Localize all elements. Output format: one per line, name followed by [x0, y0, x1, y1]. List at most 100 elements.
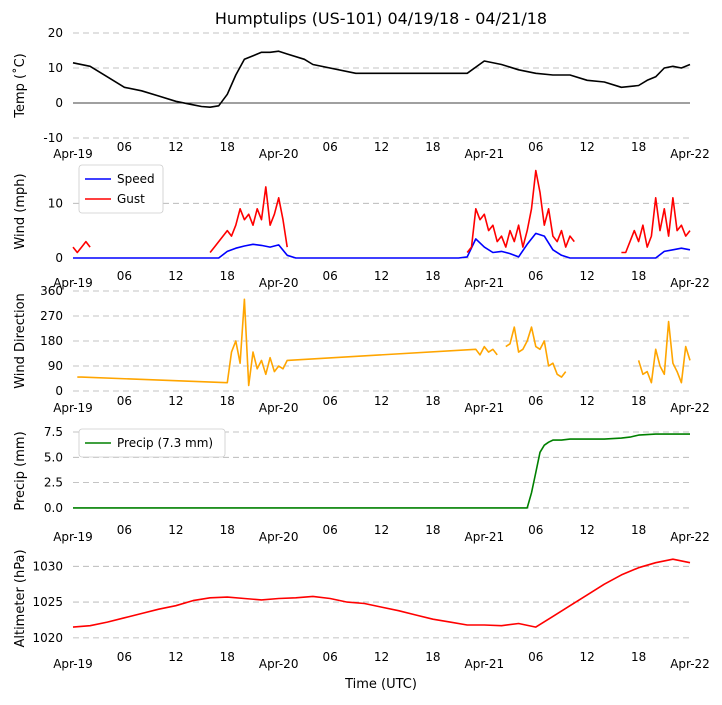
y-tick-label: 0: [55, 251, 63, 265]
x-tick-label: 12: [168, 394, 183, 408]
x-tick-label: 18: [631, 523, 646, 537]
series-line: [466, 169, 575, 253]
x-axis-label: Time (UTC): [344, 677, 417, 692]
series-line: [72, 50, 691, 108]
chart-title: Humptulips (US-101) 04/19/18 - 04/21/18: [215, 9, 547, 28]
y-tick-label: 10: [48, 196, 63, 210]
panel-altimeter: 1020 1025 1030 Altimeter (hPa) Apr-19 06 12 18 A…: [13, 549, 710, 671]
y-tick-label: 10: [48, 61, 63, 75]
y-tick-label: 180: [40, 334, 63, 348]
legend-box: [78, 164, 164, 214]
x-tick-label: 18: [631, 269, 646, 283]
panel-wind: 0 10 Wind (mph) Apr-19 06 12 18 Apr-20 06 12 18 Apr…: [13, 164, 710, 290]
x-tick-label: 06: [528, 394, 543, 408]
panel-precip: 0.0 2.5 5.0 7.5 Precip (mm) Apr-19 06 12 18 Apr-2…: [13, 425, 710, 544]
x-tick-label: Apr-19: [53, 147, 93, 161]
y-tick-label: 5.0: [44, 450, 63, 464]
legend-box: [78, 428, 226, 458]
x-tick-label: Apr-22: [670, 401, 710, 415]
x-tick-label: Apr-22: [670, 530, 710, 544]
y-tick-label: -10: [43, 131, 63, 145]
x-tick-label: 06: [528, 140, 543, 154]
x-tick-label: 06: [117, 394, 132, 408]
x-tick-label: 18: [425, 523, 440, 537]
series-line: [72, 558, 691, 628]
series-line: [73, 433, 690, 509]
x-tick-label: Apr-20: [259, 530, 299, 544]
x-tick-label: 06: [528, 269, 543, 283]
x-tick-label: 06: [322, 269, 337, 283]
y-tick-label: 1020: [32, 631, 63, 645]
x-tick-label: Apr-19: [53, 657, 93, 671]
y-tick-label: 0: [55, 96, 63, 110]
x-tick-label: 06: [322, 140, 337, 154]
x-tick-label: 06: [528, 523, 543, 537]
x-tick-label: Apr-20: [259, 276, 299, 290]
x-tick-label: 12: [374, 523, 389, 537]
y-tick-label: 7.5: [44, 425, 63, 439]
series-line: [77, 298, 691, 387]
x-tick-label: 12: [580, 394, 595, 408]
x-tick-label: Apr-22: [670, 276, 710, 290]
x-tick-label: 12: [374, 140, 389, 154]
y-axis-label: Temp (˚C): [12, 53, 28, 119]
x-tick-label: Apr-21: [465, 401, 505, 415]
legend-entry: Precip (7.3 mm): [117, 436, 213, 450]
x-tick-label: Apr-20: [259, 147, 299, 161]
y-tick-label: 0.0: [44, 501, 63, 515]
legend-entry: Gust: [117, 192, 145, 206]
series-line: [73, 232, 691, 259]
x-tick-label: 12: [374, 394, 389, 408]
panel-temp: -10 0 10 20 Temp (˚C) Apr-19 06 12 18 Apr-20 06 12 1…: [12, 26, 710, 161]
x-tick-label: 12: [168, 523, 183, 537]
y-axis-label: Wind (mph): [13, 173, 28, 249]
x-tick-label: 12: [168, 140, 183, 154]
x-tick-label: Apr-21: [465, 147, 505, 161]
x-tick-label: 18: [425, 394, 440, 408]
x-tick-label: 12: [168, 269, 183, 283]
y-tick-label: 90: [48, 359, 63, 373]
x-tick-label: 12: [374, 269, 389, 283]
y-tick-label: 20: [48, 26, 63, 40]
x-tick-label: 18: [220, 394, 235, 408]
x-tick-label: 06: [322, 650, 337, 664]
x-tick-label: Apr-22: [670, 147, 710, 161]
x-tick-label: Apr-21: [465, 276, 505, 290]
x-tick-label: 06: [322, 394, 337, 408]
x-tick-label: 18: [220, 269, 235, 283]
panel-direction: 0 90 180 270 360 Wind Direction Apr-19 06 12 18 Ap…: [13, 284, 710, 415]
y-tick-label: 0: [55, 384, 63, 398]
series-line: [72, 240, 91, 254]
x-tick-label: 18: [220, 140, 235, 154]
x-tick-label: 18: [220, 650, 235, 664]
x-tick-label: 18: [631, 140, 646, 154]
x-tick-label: 06: [528, 650, 543, 664]
x-tick-label: Apr-20: [259, 401, 299, 415]
y-axis-label: Precip (mm): [13, 431, 28, 510]
x-tick-label: Apr-22: [670, 657, 710, 671]
x-tick-label: 06: [117, 523, 132, 537]
y-axis-label: Altimeter (hPa): [13, 549, 28, 647]
x-tick-label: 12: [580, 140, 595, 154]
x-tick-label: 12: [168, 650, 183, 664]
x-tick-label: 12: [580, 269, 595, 283]
y-tick-label: 1025: [32, 595, 63, 609]
x-tick-label: 18: [220, 523, 235, 537]
x-tick-label: 06: [322, 523, 337, 537]
x-tick-label: Apr-21: [465, 530, 505, 544]
x-tick-label: Apr-19: [53, 401, 93, 415]
y-tick-label: 2.5: [44, 476, 63, 490]
x-tick-label: 06: [117, 650, 132, 664]
x-tick-label: 12: [374, 650, 389, 664]
x-tick-label: Apr-19: [53, 530, 93, 544]
x-tick-label: Apr-20: [259, 657, 299, 671]
y-tick-label: 360: [40, 284, 63, 298]
x-tick-label: 12: [580, 650, 595, 664]
legend-entry: Speed: [117, 172, 155, 186]
series-line: [209, 186, 288, 253]
x-tick-label: 06: [117, 269, 132, 283]
x-tick-label: Apr-21: [465, 657, 505, 671]
x-tick-label: 18: [631, 650, 646, 664]
